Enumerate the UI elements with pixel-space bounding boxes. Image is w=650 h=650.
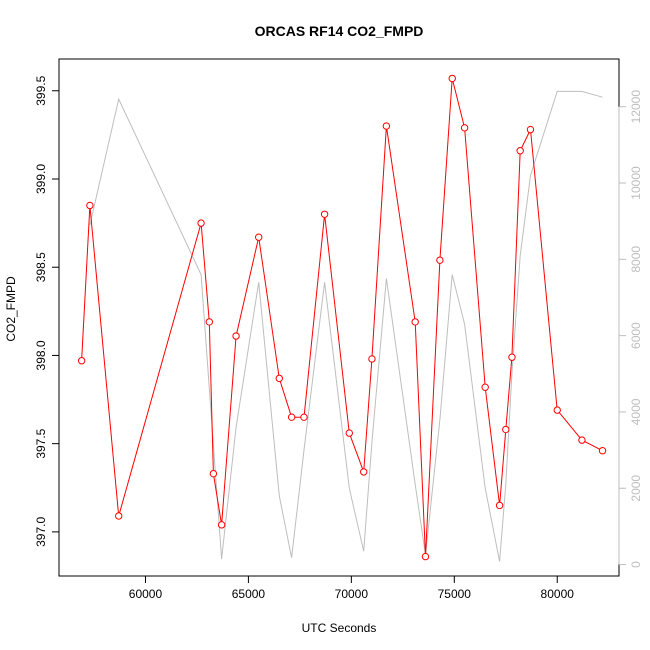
series-layer (77, 74, 607, 562)
data-point (508, 353, 516, 361)
data-point (115, 512, 123, 520)
y2-tick-label: 6000 (629, 322, 643, 349)
data-point (86, 201, 94, 210)
y-axis-label: CO2_FMPD (4, 276, 18, 342)
data-point (460, 124, 469, 132)
y-tick-label: 398.5 (34, 252, 48, 282)
y2-tick-label: 0 (629, 561, 643, 568)
x-tick-label: 80000 (541, 587, 575, 601)
data-point (255, 233, 263, 241)
y-tick-label: 399.0 (34, 164, 48, 194)
y2-tick-label: 2000 (629, 475, 643, 502)
y-axis-left: 397.0 397.5 398.0 398.5 399.0 399.5 (34, 75, 60, 547)
data-point (516, 147, 524, 155)
data-point (320, 210, 329, 218)
data-point (287, 413, 296, 421)
data-point (598, 447, 607, 455)
data-point (77, 357, 86, 365)
y-tick-label: 399.5 (34, 75, 48, 105)
data-point (481, 383, 489, 391)
series-right-line (89, 90, 603, 562)
y2-tick-label: 12000 (629, 90, 643, 124)
data-point (502, 425, 510, 434)
data-point (300, 413, 308, 421)
data-point (421, 552, 430, 561)
y-axis-right: 0 2000 4000 6000 8000 10000 12000 (618, 90, 643, 568)
y-tick-label: 397.5 (34, 428, 48, 458)
data-point (368, 355, 376, 363)
data-point (411, 318, 419, 326)
data-point (197, 219, 205, 227)
data-point (205, 318, 213, 326)
data-point (448, 74, 456, 83)
y-tick-label: 397.0 (34, 517, 48, 547)
y2-tick-label: 4000 (629, 398, 643, 425)
y-tick-label: 398.0 (34, 340, 48, 370)
x-tick-label: 60000 (129, 587, 163, 601)
y2-tick-label: 8000 (629, 246, 643, 273)
y2-tick-label: 10000 (629, 166, 643, 200)
data-point (217, 521, 226, 529)
x-tick-label: 65000 (232, 587, 266, 601)
chart-title: ORCAS RF14 CO2_FMPD (255, 23, 424, 39)
data-point (275, 374, 283, 383)
x-axis-label: UTC Seconds (302, 621, 377, 635)
x-tick-label: 75000 (438, 587, 472, 601)
data-point (553, 406, 561, 414)
data-point (578, 436, 586, 444)
data-point (232, 332, 240, 340)
data-point (436, 256, 444, 264)
data-point (345, 429, 353, 437)
x-tick-label: 70000 (335, 587, 369, 601)
x-axis: 60000 65000 70000 75000 80000 (129, 575, 575, 601)
data-point (526, 125, 535, 134)
data-point (360, 468, 368, 476)
data-point (209, 469, 218, 478)
data-point (495, 501, 504, 510)
data-point (382, 122, 391, 130)
